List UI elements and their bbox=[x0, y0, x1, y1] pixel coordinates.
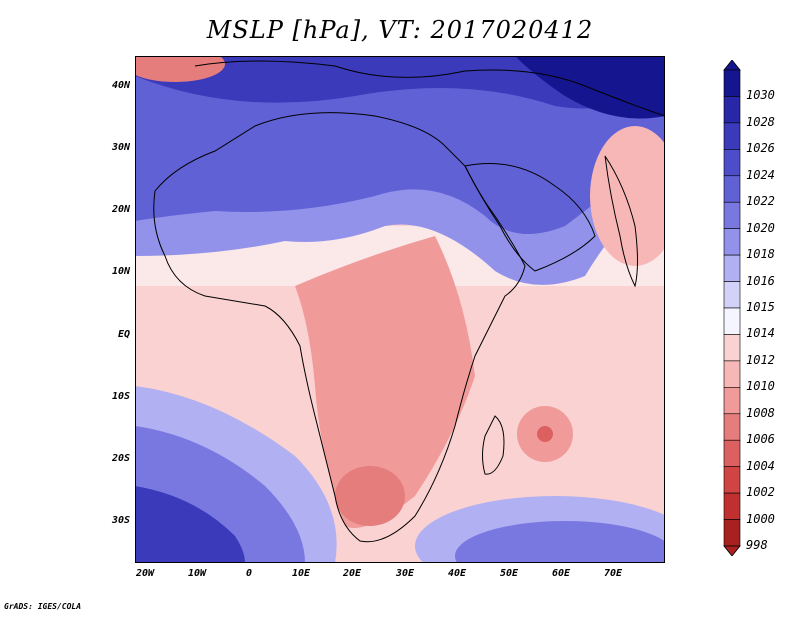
colorbar-label: 1008 bbox=[746, 405, 775, 420]
lat-label: EQ bbox=[117, 329, 130, 340]
colorbar-segment bbox=[723, 334, 741, 362]
colorbar-label: 1026 bbox=[746, 141, 775, 156]
colorbar-segment bbox=[723, 69, 741, 97]
colorbar-label: 998 bbox=[746, 538, 768, 552]
colorbar-segment bbox=[723, 439, 741, 467]
coast-arabia bbox=[464, 163, 596, 272]
chart-title: MSLP [hPa], VT: 2017020412 bbox=[206, 16, 594, 44]
colorbar-segment bbox=[723, 201, 741, 229]
lon-label: 50E bbox=[499, 568, 519, 579]
low-southern-africa bbox=[335, 466, 405, 526]
colorbar bbox=[723, 60, 741, 556]
colorbar-label: 1015 bbox=[746, 300, 775, 314]
low-mascarene-core bbox=[537, 426, 553, 442]
colorbar-segment bbox=[723, 466, 741, 494]
colorbar-top-arrow bbox=[723, 60, 741, 71]
map-frame bbox=[135, 56, 665, 563]
lat-label: 30N bbox=[111, 142, 130, 153]
colorbar-label: 1030 bbox=[746, 88, 775, 103]
colorbar-label: 1016 bbox=[746, 273, 775, 288]
colorbar-label: 1020 bbox=[746, 220, 775, 235]
lon-label: 60E bbox=[551, 568, 571, 579]
colorbar-label: 1002 bbox=[746, 485, 775, 500]
lat-label: 40N bbox=[111, 80, 130, 91]
lon-label: 10E bbox=[291, 568, 311, 579]
lat-label: 20S bbox=[111, 453, 130, 464]
lon-label: 20E bbox=[342, 568, 362, 579]
colorbar-segment bbox=[723, 254, 741, 282]
lon-label: 0 bbox=[245, 568, 253, 579]
colorbar-segment bbox=[723, 360, 741, 388]
colorbar-segment bbox=[723, 175, 741, 203]
low-nw-corner bbox=[135, 56, 225, 82]
coast-india bbox=[604, 155, 638, 288]
lon-label: 70E bbox=[603, 568, 623, 579]
colorbar-segment bbox=[723, 413, 741, 441]
colorbar-segment bbox=[723, 387, 741, 415]
colorbar-segment bbox=[723, 492, 741, 520]
high-south-atlantic-1026 bbox=[135, 486, 245, 563]
low-central-africa bbox=[295, 236, 475, 528]
lon-label: 20W bbox=[135, 568, 155, 579]
colorbar-segment bbox=[723, 122, 741, 150]
colorbar-label: 1010 bbox=[746, 379, 775, 394]
lon-label: 10W bbox=[187, 568, 207, 579]
colorbar-label: 1014 bbox=[746, 326, 775, 341]
colorbar-segment bbox=[723, 228, 741, 256]
colorbar-label: 1006 bbox=[746, 432, 775, 447]
coast-madagascar bbox=[482, 415, 505, 475]
mslp-map bbox=[135, 56, 665, 563]
colorbar-label: 1024 bbox=[746, 167, 775, 182]
lon-label: 40E bbox=[447, 568, 467, 579]
grads-credit: GrADS: IGES/COLA bbox=[4, 602, 82, 611]
lat-label: 20N bbox=[111, 204, 130, 215]
colorbar-label: 1022 bbox=[746, 194, 775, 209]
lat-label: 10S bbox=[111, 391, 130, 402]
colorbar-segment bbox=[723, 96, 741, 124]
colorbar-label: 1004 bbox=[746, 458, 775, 473]
colorbar-bottom-arrow bbox=[723, 545, 741, 556]
colorbar-segment bbox=[723, 281, 741, 309]
colorbar-label: 1018 bbox=[746, 247, 775, 262]
coast-europe bbox=[194, 60, 665, 117]
colorbar-label: 1000 bbox=[746, 511, 775, 526]
colorbar-label: 1012 bbox=[746, 352, 775, 367]
high-south-indian-1020 bbox=[455, 521, 665, 563]
lon-label: 30E bbox=[395, 568, 415, 579]
lat-label: 10N bbox=[111, 266, 130, 277]
lat-label: 30S bbox=[111, 515, 130, 526]
colorbar-label: 1028 bbox=[746, 114, 775, 129]
coast-africa bbox=[153, 112, 526, 543]
colorbar-segment bbox=[723, 519, 741, 547]
colorbar-segment bbox=[723, 307, 741, 335]
colorbar-segment bbox=[723, 149, 741, 177]
